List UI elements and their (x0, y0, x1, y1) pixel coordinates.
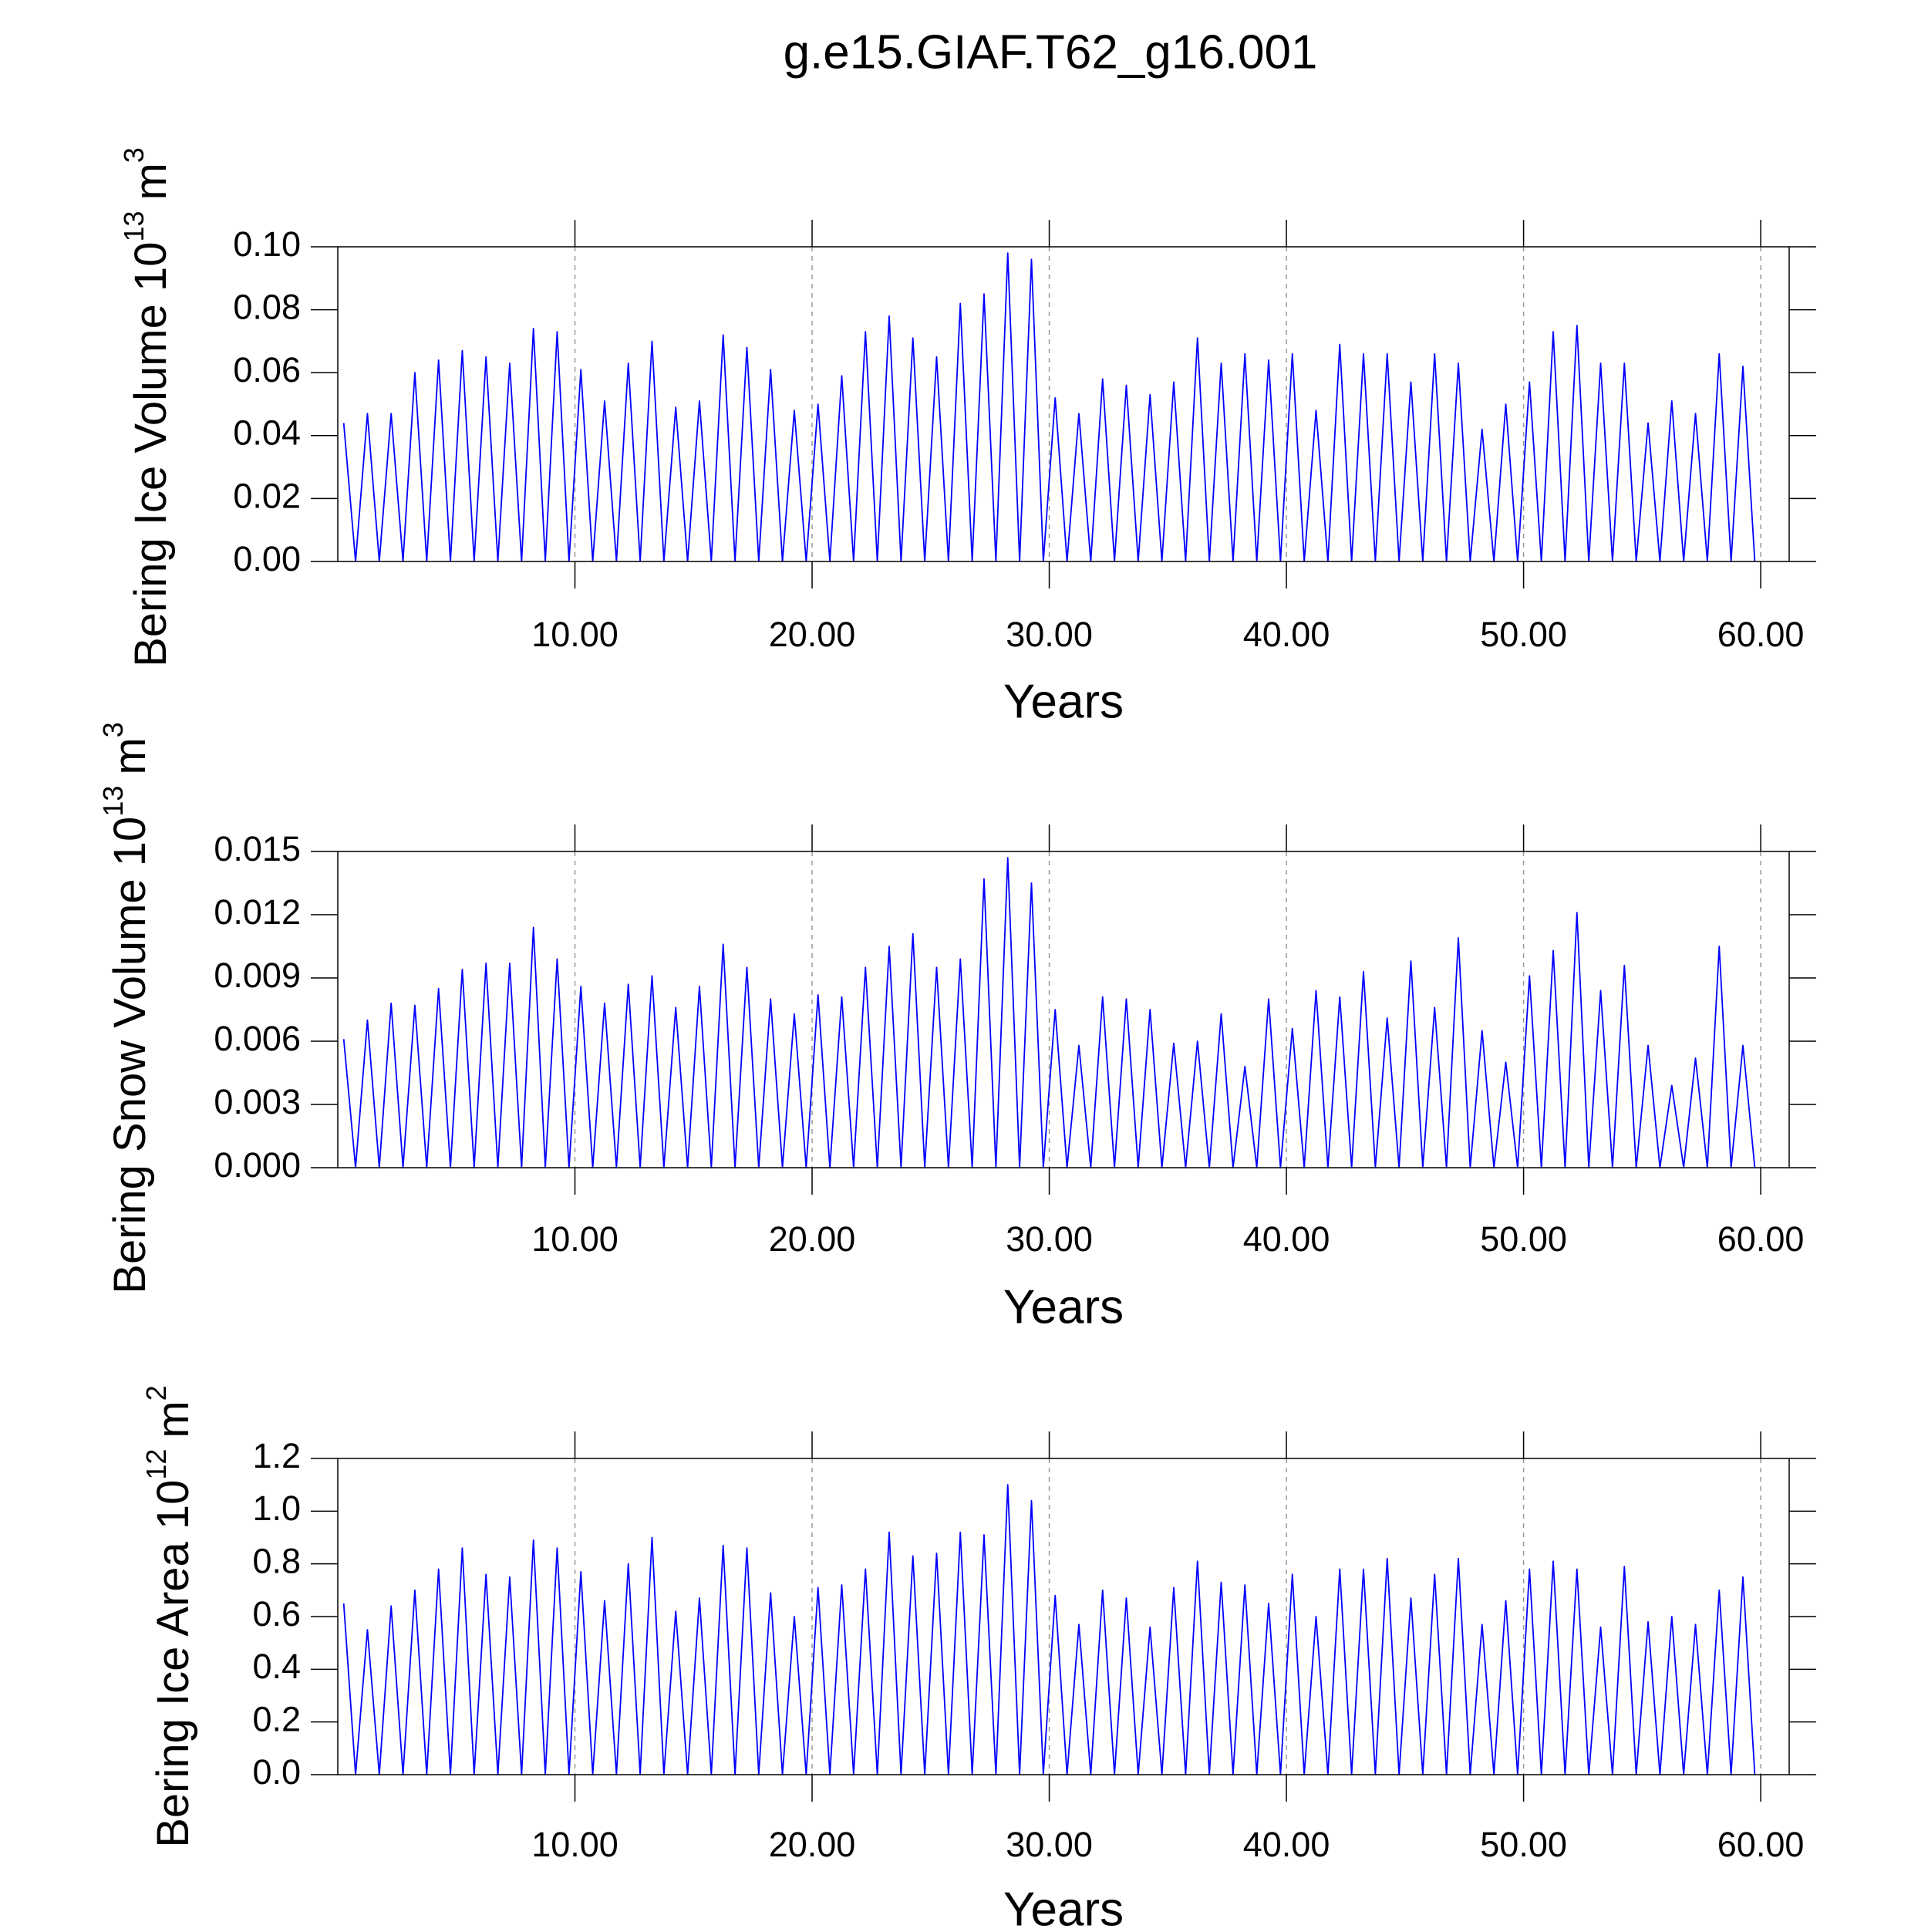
x-tick-label: 20.00 (769, 1825, 856, 1864)
y-axis-label-unit-exponent: 3 (97, 722, 129, 737)
y-tick-label: 0.06 (233, 350, 301, 389)
x-tick-label: 30.00 (1006, 615, 1093, 654)
x-tick-label: 20.00 (769, 615, 856, 654)
y-axis-label: Bering Ice Area 1012 m2 (140, 1385, 199, 1848)
y-tick-label: 0.6 (252, 1594, 301, 1634)
data-line (342, 857, 1756, 1168)
x-tick-label: 60.00 (1717, 615, 1805, 654)
y-tick-label: 0.8 (252, 1542, 301, 1581)
y-axis-label-text: Bering Snow Volume 10 (105, 817, 155, 1294)
y-tick-label: 0.4 (252, 1647, 301, 1686)
y-tick-label: 0.00 (233, 539, 301, 578)
x-axis-label: Years (1003, 1883, 1124, 1928)
y-axis-label-unit: m (126, 163, 176, 200)
x-axis-label: Years (1003, 675, 1124, 728)
figure-title: g.e15.GIAF.T62_g16.001 (784, 25, 1318, 79)
plot-frame (337, 246, 1790, 562)
y-tick-label: 0.04 (233, 413, 301, 453)
y-tick-label: 0.0 (252, 1752, 301, 1792)
x-tick-label: 10.00 (531, 1825, 619, 1864)
x-tick-label: 60.00 (1717, 1219, 1805, 1259)
plot-frame (337, 1458, 1790, 1775)
x-tick-label: 50.00 (1480, 1825, 1567, 1864)
x-tick-label: 30.00 (1006, 1825, 1093, 1864)
x-axis-label: Years (1003, 1280, 1124, 1334)
x-tick-label: 60.00 (1717, 1825, 1805, 1864)
y-tick-label: 0.000 (214, 1145, 301, 1185)
y-axis-label-exponent: 13 (97, 786, 129, 817)
y-axis-label-exponent: 13 (118, 211, 150, 241)
y-axis-label-unit-exponent: 3 (118, 147, 150, 163)
x-tick-label: 20.00 (769, 1219, 856, 1259)
y-tick-label: 0.009 (214, 956, 301, 995)
x-tick-label: 10.00 (531, 615, 619, 654)
y-axis-label-unit: m (148, 1401, 198, 1438)
x-tick-label: 50.00 (1480, 1219, 1567, 1259)
data-line (342, 252, 1756, 562)
data-line (342, 1484, 1756, 1775)
y-axis-label-exponent: 12 (140, 1449, 172, 1480)
y-axis-label: Bering Snow Volume 1013 m3 (97, 722, 156, 1293)
x-tick-label: 40.00 (1243, 615, 1330, 654)
y-tick-label: 0.012 (214, 892, 301, 932)
y-tick-label: 0.015 (214, 829, 301, 868)
y-axis-label-text: Bering Ice Area 10 (148, 1480, 198, 1848)
y-tick-label: 1.2 (252, 1436, 301, 1475)
y-axis-label-unit-exponent: 2 (140, 1385, 172, 1401)
y-axis-label-text: Bering Ice Volume 10 (126, 242, 176, 667)
y-tick-label: 1.0 (252, 1489, 301, 1528)
y-tick-label: 0.003 (214, 1082, 301, 1121)
y-tick-label: 0.2 (252, 1700, 301, 1739)
x-tick-label: 40.00 (1243, 1825, 1330, 1864)
y-axis-label: Bering Ice Volume 1013 m3 (118, 147, 177, 667)
y-tick-label: 0.006 (214, 1019, 301, 1058)
x-tick-label: 40.00 (1243, 1219, 1330, 1259)
x-tick-label: 10.00 (531, 1219, 619, 1259)
plot-frame (337, 851, 1790, 1168)
y-tick-label: 0.08 (233, 287, 301, 326)
y-axis-label-unit: m (105, 737, 155, 774)
x-tick-label: 50.00 (1480, 615, 1567, 654)
x-tick-label: 30.00 (1006, 1219, 1093, 1259)
y-tick-label: 0.10 (233, 224, 301, 264)
y-tick-label: 0.02 (233, 476, 301, 515)
